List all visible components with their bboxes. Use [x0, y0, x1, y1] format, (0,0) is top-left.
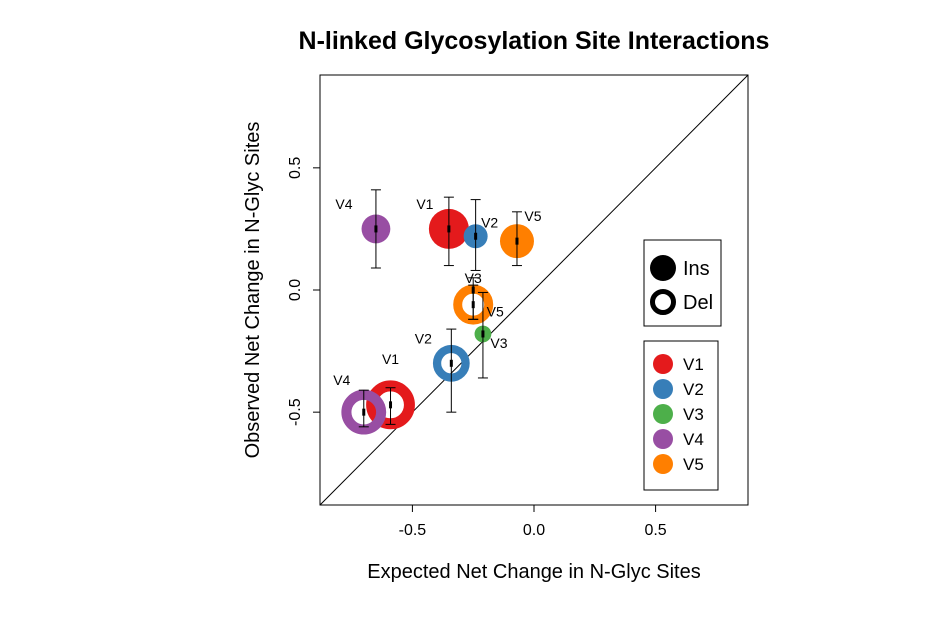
legend-ins-marker [650, 255, 676, 281]
point-center-mark [447, 225, 451, 233]
legend-label: V5 [683, 455, 704, 474]
legend-del-marker [650, 289, 676, 315]
legend-label: Del [683, 292, 713, 314]
y-tick-label: 0.5 [287, 157, 304, 179]
chart-title: N-linked Glycosylation Site Interactions [299, 27, 770, 55]
point-label: V1 [416, 196, 433, 212]
point-center-mark [481, 330, 485, 338]
point-center-mark [515, 237, 519, 245]
reference-line [319, 74, 749, 506]
legend-swatch-v4 [653, 429, 673, 449]
legend-swatch-v3 [653, 404, 673, 424]
point-center-mark [389, 401, 393, 409]
x-tick-label: 0.0 [523, 522, 545, 539]
x-tick-label: 0.5 [644, 522, 666, 539]
point-label: V2 [415, 330, 432, 346]
plot-frame [319, 74, 749, 506]
legend-label: Ins [683, 258, 710, 280]
legend-swatch-v2 [653, 379, 673, 399]
point-label: V3 [490, 335, 507, 351]
y-axis-label: Observed Net Change in N-Glyc Sites [242, 122, 264, 459]
point-center-mark [474, 232, 478, 240]
legend-label: V1 [683, 355, 704, 374]
legend-swatch-v5 [653, 454, 673, 474]
point-center-mark [374, 225, 378, 233]
legend-label: V2 [683, 380, 704, 399]
legends: Ins Del V1 V2 V3 V4 V5 [643, 239, 722, 491]
point-center-mark [362, 408, 366, 416]
legend-swatch-v1 [653, 354, 673, 374]
point-center-mark [449, 359, 453, 367]
x-tick-label: -0.5 [399, 522, 427, 539]
point-label: V4 [335, 196, 352, 212]
x-axis-label: Expected Net Change in N-Glyc Sites [367, 561, 701, 583]
point-label: V5 [524, 208, 541, 224]
plot-area: -0.5 0.0 0.5 -0.5 0.0 0.5 V1 V2 V4 V5 V3 V3 V5 V2 V1 V4 [287, 74, 749, 539]
point-label: V4 [333, 372, 350, 388]
point-label: V1 [382, 351, 399, 367]
point-label: V2 [481, 214, 498, 230]
y-tick-label: 0.0 [287, 279, 304, 301]
legend-label: V3 [683, 405, 704, 424]
y-tick-label: -0.5 [287, 398, 304, 426]
point-center-mark [471, 301, 475, 309]
point-label: V3 [465, 270, 482, 286]
point-label: V5 [487, 304, 504, 320]
legend-label: V4 [683, 430, 704, 449]
